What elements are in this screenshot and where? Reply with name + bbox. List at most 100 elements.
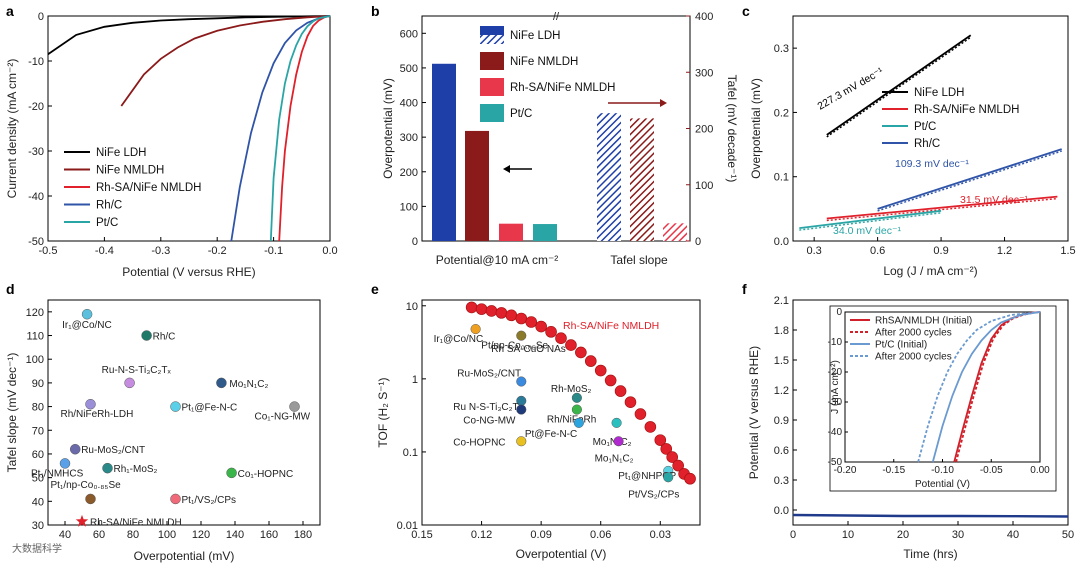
fit-line [826, 34, 972, 136]
legend-label: NiFe LDH [510, 30, 560, 42]
tof-curve-point [614, 385, 627, 397]
tof-curve-point [634, 408, 647, 420]
plot-frame [47, 299, 321, 526]
tof-curve-point [525, 316, 538, 328]
series-line [278, 15, 331, 242]
y-axis-title: Current density (mA cm⁻²) [5, 59, 19, 199]
data-line-dotted [877, 150, 1062, 212]
data-line-dotted [826, 197, 1058, 222]
y-tick-label: 100 [26, 354, 44, 366]
y-tick-label: 0 [412, 236, 418, 248]
scatter-point [216, 377, 227, 389]
tof-curve-point [575, 346, 587, 359]
bar-tafel [630, 118, 654, 241]
left-axis-arrowhead [503, 165, 510, 173]
point-label: Co-NG-MW [463, 416, 516, 427]
tof-curve-point [515, 312, 528, 325]
scatter-point [85, 398, 96, 410]
scatter-point [226, 467, 237, 479]
y-tick-label: 1 [412, 374, 418, 386]
y-tick-label: 0.0 [774, 236, 789, 248]
legend-swatch [480, 52, 504, 70]
y-tick-label: 1.2 [774, 385, 789, 397]
x-tick-label: 20 [897, 529, 909, 541]
scatter-point [124, 377, 135, 389]
legend-label: Pt/C [914, 121, 936, 133]
y-tick-label: 0.01 [397, 520, 418, 532]
fit-line [826, 195, 1058, 220]
tof-curve-point [654, 434, 667, 446]
point-label: Co₁-NG-MW [255, 412, 311, 423]
tof-curve-point [535, 320, 547, 333]
tof-curve-point [604, 374, 617, 387]
data-line-dotted [826, 36, 972, 138]
y-right-tick-label: 400 [695, 11, 713, 23]
scatter-point [573, 417, 584, 428]
tof-curve-point [505, 309, 518, 322]
x-tick-label: 100 [158, 529, 176, 541]
scatter-point [59, 458, 71, 469]
x-axis-title: Overpotential (V) [516, 547, 607, 561]
slope-annotation: 109.3 mV dec⁻¹ [895, 158, 969, 170]
point-label: Rh SA-CuO NAs [491, 344, 565, 355]
scatter-point [69, 443, 81, 455]
panel-label: c [742, 3, 750, 19]
legend-label: Pt/C [96, 217, 118, 229]
x-tick-label: 120 [192, 529, 210, 541]
y-tick-label: 1.5 [774, 355, 789, 367]
y-tick-label: 200 [400, 167, 418, 179]
inset-legend-label: RhSA/NMLDH (Initial) [875, 316, 972, 327]
x-tick-label: 0.6 [870, 245, 885, 257]
point-label: Co-HOPNC [453, 437, 505, 448]
y-axis-title: Potential (V versus RHE) [747, 346, 761, 479]
tof-curve-point [594, 364, 607, 377]
panel-label: d [6, 281, 15, 297]
tof-curve-point [660, 443, 673, 455]
y-axis-title: Overpotential (mV) [749, 78, 763, 179]
scatter-point [571, 392, 582, 403]
plot-frame [792, 15, 1069, 242]
tof-curve-point [545, 326, 557, 338]
point-label: Pt/np-Co₀.₈₅Se [481, 341, 548, 352]
y-tick-label: 120 [26, 307, 44, 319]
point-label: Mo₁N₁C₂ [593, 437, 632, 448]
y-tick-label: 0.0 [774, 505, 789, 517]
legend-label: Rh/C [914, 138, 940, 150]
scatter-point [516, 436, 527, 447]
y-right-tick-label: 0 [695, 236, 701, 248]
y-tick-label: 0.9 [774, 415, 789, 427]
tof-curve-point [584, 355, 597, 367]
point-label: Ru-N-S-Ti₃C₂Tₓ [102, 365, 172, 376]
x-tick-label: 30 [952, 529, 964, 541]
scatter-point [102, 462, 113, 474]
y-tick-label: 0.1 [774, 172, 789, 184]
inset-legend-label: Pt/C (Initial) [875, 340, 927, 351]
point-label: Co₁-HOPNC [238, 469, 294, 480]
tof-curve-point [485, 305, 498, 317]
inset-series-line [931, 311, 1041, 463]
inset-x-axis-title: Potential (V) [915, 479, 970, 490]
x-tick-label: -0.4 [95, 245, 114, 257]
y-tick-label: 600 [400, 28, 418, 40]
y-tick-label: 80 [32, 402, 44, 414]
x-tick-label: 0.15 [411, 529, 432, 541]
x-tick-label: -0.1 [264, 245, 283, 257]
legend-swatch [480, 26, 504, 35]
plot-frame [792, 299, 1069, 526]
x-tick-label: 10 [842, 529, 854, 541]
x-tick-label: 180 [294, 529, 312, 541]
slope-annotation: 31.5 mV dec⁻¹ [960, 194, 1028, 206]
y-tick-label: -30 [28, 146, 44, 158]
point-label: Rh/NiFeRh-LDH [61, 409, 134, 420]
bar-tafel [663, 223, 687, 241]
point-label: Pt/VS₂/CPs [628, 489, 679, 500]
scatter-point [663, 472, 674, 483]
y-right-axis-title: Tafel (mV decade⁻¹) [725, 75, 739, 183]
panel-label: e [371, 281, 379, 297]
x-axis-title: Log (J / mA cm⁻²) [883, 264, 977, 278]
x-tick-label: -0.5 [39, 245, 58, 257]
y-tick-label: 0.1 [403, 447, 418, 459]
x-tick-label: 0.06 [590, 529, 611, 541]
y-tick-label: 60 [32, 449, 44, 461]
